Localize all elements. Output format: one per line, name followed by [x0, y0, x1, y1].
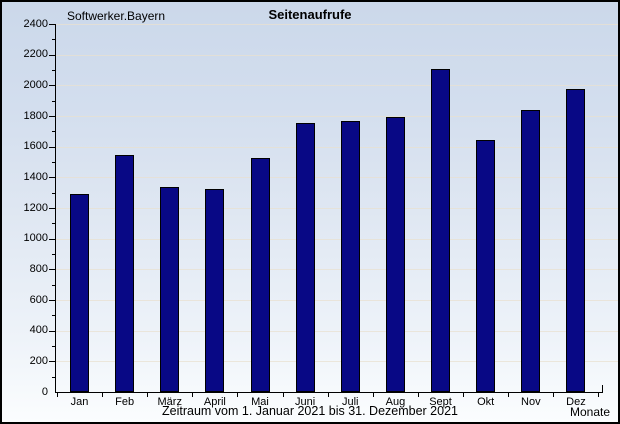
- bar-März: [160, 186, 180, 392]
- x-axis-boundary-tick: [282, 393, 284, 397]
- x-axis-end-tick: [602, 385, 603, 392]
- y-axis-tick-label: 1400: [23, 170, 48, 183]
- x-axis-category-label: Nov: [521, 396, 541, 408]
- y-axis-tick-label: 2200: [23, 48, 48, 61]
- x-axis-boundary-tick: [237, 393, 239, 397]
- bar-Juli: [340, 120, 360, 392]
- y-axis-tick-label: 2400: [23, 17, 48, 30]
- y-axis-minor-tick: [52, 315, 55, 317]
- y-axis-tick-label: 400: [29, 324, 48, 337]
- x-axis-category-label: Aug: [385, 396, 406, 408]
- x-axis-category-label: Dez: [566, 396, 586, 408]
- x-axis-boundary-tick: [372, 393, 374, 397]
- bar-Dez: [566, 89, 586, 392]
- x-axis-category-label: Sept: [429, 396, 452, 408]
- y-axis-major-tick: [49, 24, 55, 25]
- major-gridline: [56, 54, 618, 56]
- y-axis-major-tick: [49, 238, 55, 240]
- y-axis-major-tick: [49, 146, 55, 148]
- y-axis-tick-label: 800: [29, 262, 48, 275]
- y-axis-minor-tick: [52, 70, 55, 71]
- major-gridline: [56, 330, 618, 332]
- x-axis-category-label: März: [157, 396, 182, 408]
- major-gridline: [56, 208, 618, 209]
- y-axis-major-tick: [49, 361, 55, 363]
- x-axis-boundary-tick: [56, 393, 58, 397]
- major-gridline: [56, 300, 618, 301]
- y-axis-tick-label: 1800: [23, 109, 48, 122]
- x-axis-category-label: Jan: [70, 396, 89, 408]
- y-axis-minor-tick: [52, 284, 55, 286]
- bar-Aug: [385, 116, 405, 392]
- y-axis-minor-tick: [52, 100, 55, 102]
- major-gridline: [56, 177, 618, 179]
- y-axis-major-tick: [49, 300, 55, 301]
- x-axis-boundary-tick: [553, 393, 555, 397]
- x-axis-line: [55, 392, 603, 393]
- brand-label: Softwerker.Bayern: [67, 9, 166, 23]
- y-axis-major-tick: [49, 177, 55, 179]
- bar-Feb: [115, 155, 135, 392]
- bar-Nov: [521, 109, 541, 392]
- major-gridline: [56, 238, 618, 240]
- x-axis-category-label: April: [203, 396, 226, 408]
- major-gridline: [56, 146, 618, 148]
- bar-Jan: [70, 194, 89, 392]
- y-axis-tick-label: 1600: [23, 140, 48, 153]
- bar-Juni: [295, 122, 315, 392]
- bar-Sept: [431, 69, 451, 392]
- bar-April: [205, 188, 225, 392]
- x-axis-boundary-tick: [327, 393, 329, 397]
- major-gridline: [56, 361, 618, 363]
- x-axis-boundary-tick: [508, 393, 510, 397]
- y-axis-tick-label: 2000: [23, 78, 48, 91]
- x-axis-boundary-tick: [463, 393, 465, 397]
- y-axis-minor-tick: [52, 162, 55, 163]
- y-axis-minor-tick: [52, 39, 55, 41]
- y-axis-tick-label: 1200: [23, 201, 48, 214]
- y-axis-minor-tick: [52, 376, 55, 378]
- y-axis-minor-tick: [52, 131, 55, 133]
- y-axis-minor-tick: [52, 346, 55, 347]
- major-gridline: [56, 24, 618, 25]
- major-gridline: [56, 116, 618, 117]
- y-axis-tick-label: 1000: [23, 232, 48, 245]
- bar-Okt: [476, 139, 496, 392]
- y-axis-minor-tick: [52, 254, 55, 255]
- major-gridline: [56, 85, 618, 87]
- x-axis-boundary-tick: [102, 393, 104, 397]
- y-axis-major-tick: [49, 116, 55, 117]
- major-gridline: [56, 269, 618, 271]
- x-axis-category-label: Feb: [115, 396, 135, 408]
- x-axis-label: Monate: [569, 405, 610, 419]
- x-axis-category-label: Okt: [477, 396, 495, 408]
- y-axis-tick-label: 200: [29, 354, 48, 367]
- x-axis-boundary-tick: [147, 393, 149, 397]
- y-axis-major-tick: [49, 269, 55, 271]
- x-axis-category-label: Mai: [251, 396, 269, 408]
- bar-Mai: [250, 158, 270, 392]
- x-axis-category-label: Juni: [295, 396, 316, 408]
- y-axis-major-tick: [49, 54, 55, 56]
- x-axis-boundary-tick: [192, 393, 194, 397]
- y-axis-major-tick: [49, 208, 55, 209]
- y-axis-major-tick: [49, 85, 55, 87]
- y-axis-line: [55, 24, 56, 393]
- x-axis-boundary-tick: [598, 393, 600, 397]
- y-axis-tick-label: 600: [29, 293, 48, 306]
- chart-title: Seitenaufrufe: [268, 7, 352, 22]
- x-axis-category-label: Juli: [342, 396, 359, 408]
- x-axis-boundary-tick: [417, 393, 419, 397]
- y-axis-minor-tick: [52, 192, 55, 194]
- y-axis-major-tick: [49, 330, 55, 332]
- chart-caption: Zeitraum vom 1. Januar 2021 bis 31. Deze…: [162, 404, 458, 418]
- y-axis-minor-tick: [52, 223, 55, 225]
- y-axis-tick-label: 0: [41, 385, 48, 398]
